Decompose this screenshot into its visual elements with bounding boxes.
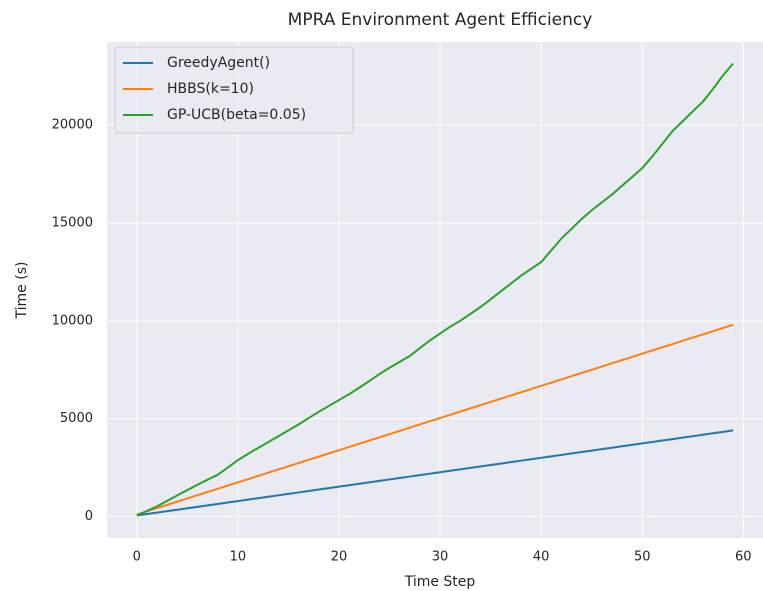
legend-label: GP-UCB(beta=0.05) bbox=[167, 107, 306, 123]
y-axis-label: Time (s) bbox=[14, 262, 30, 320]
series-line bbox=[136, 323, 734, 516]
x-tick-label: 10 bbox=[230, 550, 247, 565]
x-tick-label: 50 bbox=[634, 550, 651, 565]
x-axis-label: Time Step bbox=[404, 574, 476, 590]
legend-label: HBBS(k=10) bbox=[167, 81, 254, 97]
x-tick-label: 40 bbox=[533, 550, 550, 565]
y-tick-label: 5000 bbox=[60, 411, 93, 426]
y-tick-label: 0 bbox=[85, 509, 93, 524]
y-tick-label: 20000 bbox=[52, 118, 93, 133]
y-tick-label: 10000 bbox=[52, 313, 93, 328]
series-line bbox=[136, 62, 734, 517]
chart-title: MPRA Environment Agent Efficiency bbox=[288, 10, 593, 30]
x-tick-label: 0 bbox=[133, 550, 141, 565]
legend-label: GreedyAgent() bbox=[167, 55, 270, 71]
y-tick-label: 15000 bbox=[52, 215, 93, 230]
x-tick-label: 60 bbox=[735, 550, 752, 565]
x-tick-label: 20 bbox=[331, 550, 348, 565]
legend-box bbox=[114, 46, 354, 134]
series-line bbox=[136, 429, 734, 517]
x-tick-label: 30 bbox=[432, 550, 449, 565]
